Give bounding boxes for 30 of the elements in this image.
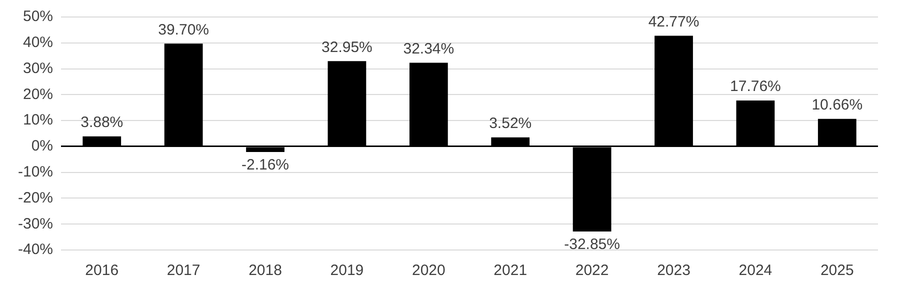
y-tick-label: -20%	[18, 189, 54, 206]
x-tick-label: 2018	[248, 262, 282, 280]
data-label: 10.66%	[812, 96, 863, 114]
x-tick-label: 2021	[494, 262, 528, 280]
data-label: 17.76%	[730, 78, 781, 96]
x-tick-label: 2022	[575, 262, 609, 280]
x-tick-label: 2016	[85, 262, 119, 280]
y-tick-label: 50%	[22, 8, 54, 26]
data-label: 42.77%	[648, 13, 700, 30]
y-tick-label: 20%	[22, 86, 54, 103]
y-tick-label: 40%	[22, 34, 54, 52]
data-label: -32.85%	[564, 236, 620, 254]
data-label: 39.70%	[158, 21, 209, 38]
y-tick-label: 0%	[31, 138, 54, 155]
data-label: 3.88%	[80, 114, 124, 132]
data-label: -2.16%	[241, 156, 290, 174]
x-tick-label: 2025	[820, 262, 854, 280]
x-tick-label: 2023	[657, 262, 690, 280]
y-tick-label: -40%	[18, 241, 54, 258]
x-tick-label: 2020	[412, 262, 446, 280]
data-label: 32.34%	[403, 40, 454, 58]
data-label: 32.95%	[322, 38, 372, 56]
y-tick-label: 30%	[22, 60, 54, 77]
data-label: 3.52%	[489, 114, 532, 132]
x-tick-label: 2017	[166, 262, 200, 280]
x-tick-label: 2019	[330, 262, 364, 280]
x-tick-label: 2024	[738, 262, 772, 280]
y-tick-label: -10%	[18, 163, 54, 180]
y-tick-label: -30%	[18, 215, 54, 232]
y-tick-label: 10%	[22, 112, 54, 129]
